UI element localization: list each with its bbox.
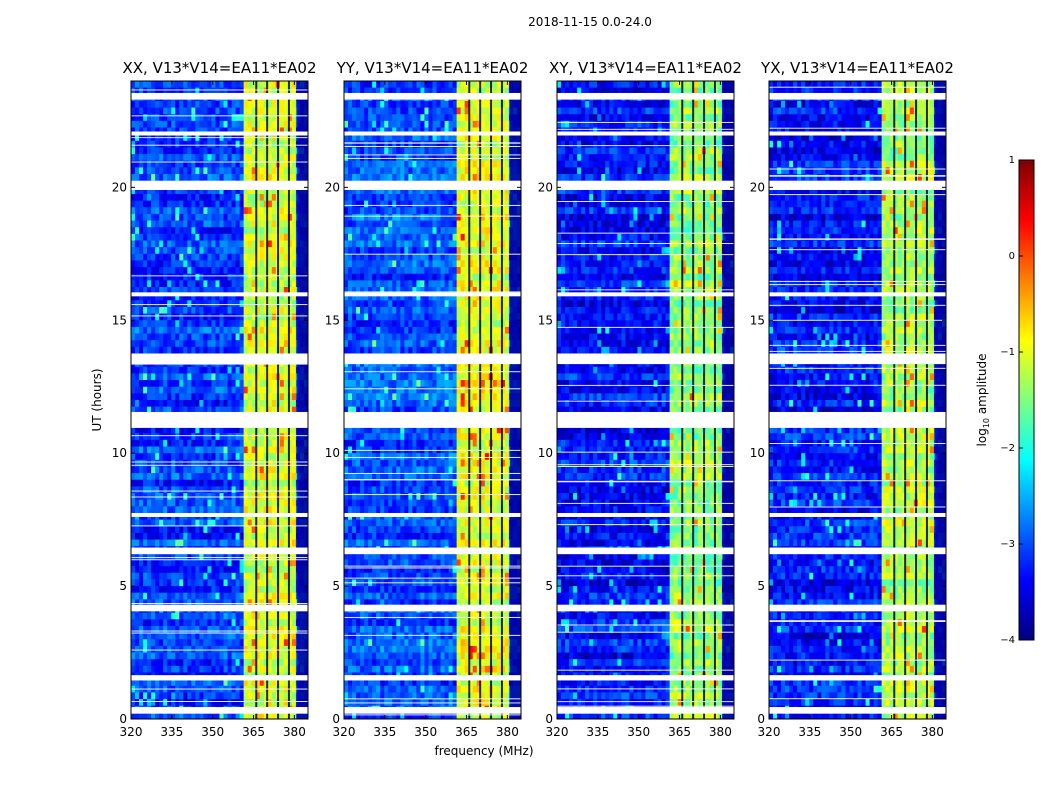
- panel-frame: [130, 80, 309, 720]
- y-tick-label: 20: [325, 180, 340, 194]
- colorbar-tick-label: 0: [1009, 251, 1015, 262]
- x-tick-label: 380: [921, 725, 944, 739]
- colorbar-tick-label: −1: [1000, 347, 1015, 358]
- y-tick-label: 0: [332, 712, 340, 726]
- y-tick-label: 20: [538, 180, 553, 194]
- panel-title: XY, V13*V14=EA11*EA02: [549, 59, 742, 77]
- x-tick-label: 350: [627, 725, 650, 739]
- y-tick-label: 10: [538, 446, 553, 460]
- panel-title: YX, V13*V14=EA11*EA02: [760, 59, 954, 77]
- x-tick-label: 320: [120, 725, 143, 739]
- colorbar-tick-label: −2: [1000, 443, 1015, 454]
- x-axis-label: frequency (MHz): [434, 744, 533, 758]
- y-tick-label: 5: [332, 579, 340, 593]
- y-tick-label: 5: [545, 579, 553, 593]
- colorbar-label: log10 amplitude: [975, 354, 991, 447]
- x-tick-label: 350: [839, 725, 862, 739]
- y-tick-label: 10: [750, 446, 765, 460]
- heatmap-image: [131, 81, 308, 719]
- y-axis-label: UT (hours): [90, 368, 104, 431]
- heatmap-image: [344, 81, 521, 719]
- y-tick-label: 0: [545, 712, 553, 726]
- panel-frame: [343, 80, 522, 720]
- x-tick-label: 380: [709, 725, 732, 739]
- panel-title: XX, V13*V14=EA11*EA02: [122, 59, 316, 77]
- x-tick-label: 335: [798, 725, 821, 739]
- colorbar: 1 0 −1 −2 −3 −4: [1000, 155, 1035, 646]
- x-tick-label: 335: [373, 725, 396, 739]
- heatmap-image: [557, 81, 734, 719]
- x-tick-label: 380: [496, 725, 519, 739]
- colorbar-label-sub: 10: [982, 418, 991, 428]
- y-tick-label: 15: [750, 313, 765, 327]
- colorbar-label-text: amplitude: [975, 354, 989, 418]
- panels: XX, V13*V14=EA11*EA02 320 335 350 365 380 0 5 10…: [112, 59, 954, 739]
- x-tick-label: 365: [242, 725, 265, 739]
- y-tick-label: 10: [112, 446, 127, 460]
- y-tick-label: 0: [119, 712, 127, 726]
- x-tick-label: 380: [283, 725, 306, 739]
- panel-frame: [768, 80, 947, 720]
- y-tick-label: 0: [757, 712, 765, 726]
- colorbar-scale: [1018, 159, 1035, 641]
- colorbar-label-log: log: [975, 428, 989, 446]
- colorbar-tick-label: −4: [1000, 635, 1015, 646]
- panel-frame: [556, 80, 735, 720]
- figure-title: 2018-11-15 0.0-24.0: [528, 15, 652, 29]
- y-tick-label: 5: [119, 579, 127, 593]
- y-tick-label: 15: [325, 313, 340, 327]
- y-tick-label: 20: [750, 180, 765, 194]
- panel-yy: YY, V13*V14=EA11*EA02 320 335 350 365 380 0 5 10…: [325, 59, 529, 739]
- y-tick-label: 20: [112, 180, 127, 194]
- y-tick-label: 15: [538, 313, 553, 327]
- colorbar-tick-label: 1: [1009, 155, 1015, 166]
- x-tick-label: 335: [586, 725, 609, 739]
- y-tick-label: 5: [757, 579, 765, 593]
- x-tick-label: 365: [455, 725, 478, 739]
- y-tick-label: 10: [325, 446, 340, 460]
- panel-xy: XY, V13*V14=EA11*EA02 320 335 350 365 380 0 5 10…: [538, 59, 742, 739]
- heatmap-image: [769, 81, 946, 719]
- y-tick-label: 15: [112, 313, 127, 327]
- x-tick-label: 335: [160, 725, 183, 739]
- panel-xx: XX, V13*V14=EA11*EA02 320 335 350 365 380 0 5 10…: [112, 59, 317, 739]
- colorbar-tick-label: −3: [1000, 539, 1015, 550]
- x-tick-label: 320: [546, 725, 569, 739]
- x-tick-label: 365: [668, 725, 691, 739]
- x-tick-label: 350: [414, 725, 437, 739]
- x-tick-label: 320: [758, 725, 781, 739]
- x-tick-label: 320: [333, 725, 356, 739]
- panel-yx: YX, V13*V14=EA11*EA02 320 335 350 365 380 0 5 10…: [750, 59, 954, 739]
- panel-title: YY, V13*V14=EA11*EA02: [336, 59, 529, 77]
- x-tick-label: 365: [880, 725, 903, 739]
- x-tick-label: 350: [201, 725, 224, 739]
